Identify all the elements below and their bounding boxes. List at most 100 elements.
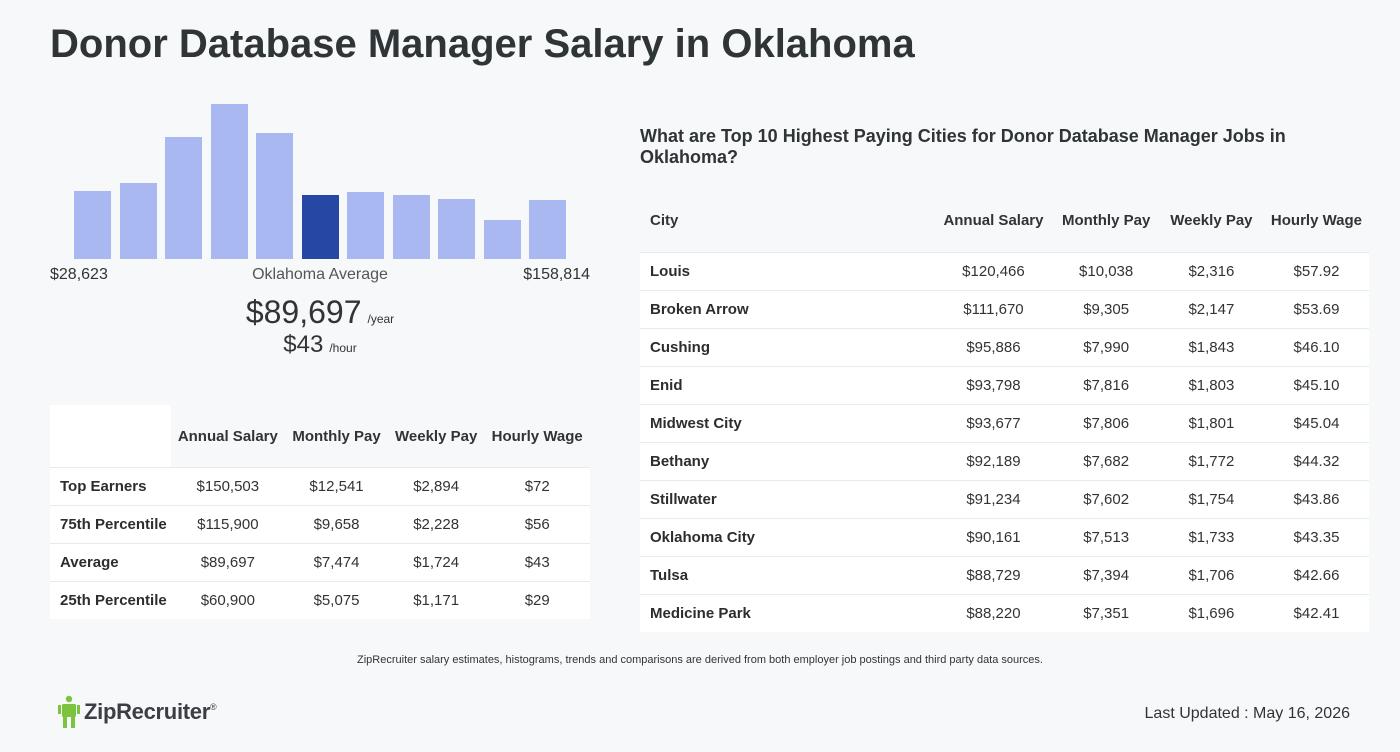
last-updated: Last Updated : May 16, 2026: [1144, 705, 1350, 722]
histogram-bar: [347, 192, 384, 259]
percentile-cell: $2,894: [387, 467, 485, 506]
ziprecruiter-figure-icon: [58, 695, 80, 728]
histogram-bar: [438, 199, 475, 259]
city-cell: $43.35: [1263, 518, 1369, 557]
histogram-min-label: $28,623: [50, 266, 108, 283]
city-header-hourly: Hourly Wage: [1263, 188, 1369, 253]
percentile-cell: $115,900: [170, 505, 286, 544]
percentile-header-blank: [50, 405, 171, 468]
city-cell: $45.04: [1263, 404, 1369, 443]
percentile-header-monthly: Monthly Pay: [285, 405, 388, 468]
percentile-cell: $150,503: [170, 467, 286, 506]
city-cell: $88,220: [933, 594, 1054, 632]
city-cell: $1,772: [1158, 442, 1264, 481]
city-name: Enid: [640, 366, 934, 405]
city-cell: $93,677: [933, 404, 1054, 443]
percentile-row: 25th Percentile $60,900 $5,075 $1,171 $29: [50, 581, 590, 619]
city-cell: $91,234: [933, 480, 1054, 519]
logo-text: ZipRecruiter: [84, 699, 210, 724]
percentile-table: Annual Salary Monthly Pay Weekly Pay Hou…: [50, 405, 590, 619]
histogram-center-label: Oklahoma Average: [252, 266, 388, 283]
city-header-weekly: Weekly Pay: [1158, 188, 1264, 253]
histogram-bar: [529, 200, 566, 259]
city-cell: $42.41: [1263, 594, 1369, 632]
city-cell: $53.69: [1263, 290, 1369, 329]
city-name: Bethany: [640, 442, 934, 481]
city-row: Medicine Park $88,220 $7,351 $1,696 $42.41: [640, 594, 1369, 632]
histogram-bar: [256, 133, 293, 259]
city-cell: $1,801: [1158, 404, 1264, 443]
city-cell: $7,602: [1053, 480, 1159, 519]
city-cell: $7,682: [1053, 442, 1159, 481]
city-cell: $57.92: [1263, 252, 1369, 291]
city-cell: $88,729: [933, 556, 1054, 595]
percentile-cell: $7,474: [285, 543, 388, 582]
city-cell: $1,803: [1158, 366, 1264, 405]
logo-registered-mark: ®: [209, 702, 217, 712]
city-cell: $44.32: [1263, 442, 1369, 481]
city-row: Broken Arrow $111,670 $9,305 $2,147 $53.69: [640, 290, 1369, 329]
city-cell: $95,886: [933, 328, 1054, 367]
average-annual-unit: /year: [367, 312, 395, 326]
percentile-row: Top Earners $150,503 $12,541 $2,894 $72: [50, 467, 590, 506]
histogram-bar: [393, 195, 430, 259]
percentile-header-annual: Annual Salary: [170, 405, 286, 468]
city-name: Stillwater: [640, 480, 934, 519]
percentile-cell: $9,658: [285, 505, 388, 544]
percentile-cell: $56: [484, 505, 590, 544]
city-cell: $45.10: [1263, 366, 1369, 405]
city-cell: $10,038: [1053, 252, 1159, 291]
histogram-bar: [165, 137, 202, 259]
city-cell: $93,798: [933, 366, 1054, 405]
city-cell: $90,161: [933, 518, 1054, 557]
city-cell: $2,147: [1158, 290, 1264, 329]
city-cell: $1,696: [1158, 594, 1264, 632]
city-cell: $7,816: [1053, 366, 1159, 405]
city-name: Midwest City: [640, 404, 934, 443]
city-cell: $7,806: [1053, 404, 1159, 443]
average-hourly: $43/hour: [0, 331, 640, 359]
percentile-cell: $60,900: [170, 581, 286, 619]
city-row: Bethany $92,189 $7,682 $1,772 $44.32: [640, 442, 1369, 481]
city-row: Louis $120,466 $10,038 $2,316 $57.92: [640, 252, 1369, 291]
city-name: Medicine Park: [640, 594, 934, 632]
percentile-row-label: Average: [50, 543, 171, 582]
percentile-cell: $89,697: [170, 543, 286, 582]
percentile-header-row: Annual Salary Monthly Pay Weekly Pay Hou…: [50, 405, 590, 468]
city-cell: $7,351: [1053, 594, 1159, 632]
city-row: Enid $93,798 $7,816 $1,803 $45.10: [640, 366, 1369, 405]
salary-histogram: [74, 104, 567, 259]
ziprecruiter-logo[interactable]: ZipRecruiter ®: [58, 694, 217, 730]
average-annual-value: $89,697: [245, 294, 362, 330]
percentile-cell: $1,171: [387, 581, 485, 619]
city-header-row: City Annual Salary Monthly Pay Weekly Pa…: [640, 188, 1369, 253]
percentile-header-weekly: Weekly Pay: [387, 405, 485, 468]
city-cell: $2,316: [1158, 252, 1264, 291]
city-cell: $111,670: [933, 290, 1054, 329]
percentile-cell: $72: [484, 467, 590, 506]
average-annual: $89,697/year: [0, 294, 640, 331]
city-cell: $92,189: [933, 442, 1054, 481]
city-cell: $9,305: [1053, 290, 1159, 329]
percentile-cell: $12,541: [285, 467, 388, 506]
city-cell: $7,513: [1053, 518, 1159, 557]
histogram-bar: [120, 183, 157, 259]
city-cell: $1,733: [1158, 518, 1264, 557]
city-cell: $1,754: [1158, 480, 1264, 519]
average-hourly-unit: /hour: [329, 341, 357, 355]
percentile-cell: $1,724: [387, 543, 485, 582]
city-row: Midwest City $93,677 $7,806 $1,801 $45.04: [640, 404, 1369, 443]
city-name: Louis: [640, 252, 934, 291]
city-header-annual: Annual Salary: [933, 188, 1054, 253]
city-header-city: City: [640, 188, 934, 253]
city-cell: $46.10: [1263, 328, 1369, 367]
city-row: Stillwater $91,234 $7,602 $1,754 $43.86: [640, 480, 1369, 519]
city-header-monthly: Monthly Pay: [1053, 188, 1159, 253]
city-name: Broken Arrow: [640, 290, 934, 329]
percentile-header-hourly: Hourly Wage: [484, 405, 590, 468]
histogram-bar: [484, 220, 521, 259]
percentile-row-label: 25th Percentile: [50, 581, 171, 619]
percentile-row: Average $89,697 $7,474 $1,724 $43: [50, 543, 590, 582]
percentile-cell: $2,228: [387, 505, 485, 544]
city-name: Tulsa: [640, 556, 934, 595]
